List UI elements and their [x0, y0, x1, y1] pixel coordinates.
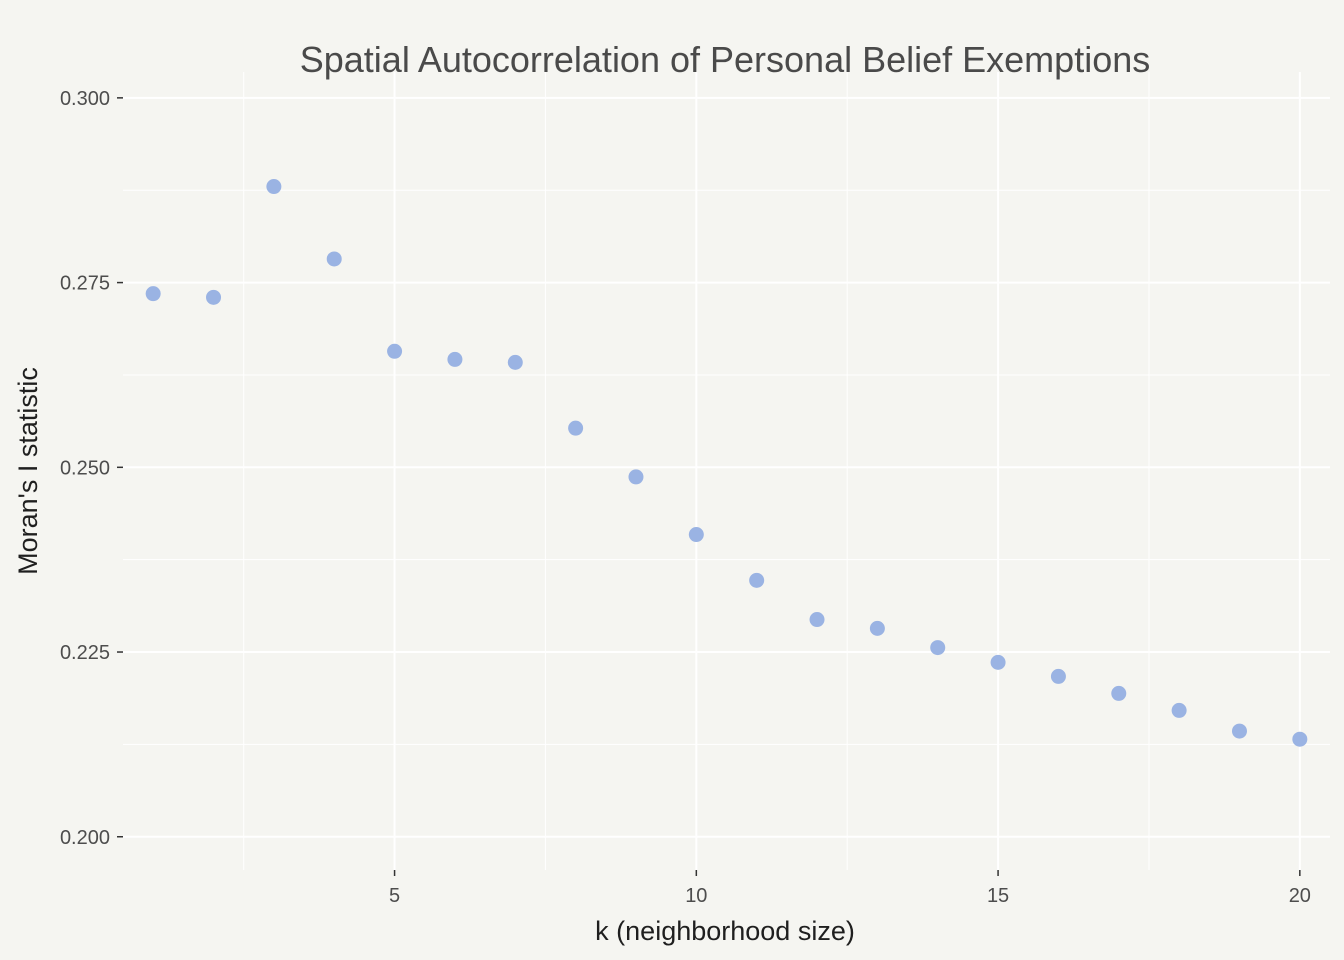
- data-point: [809, 612, 825, 628]
- x-axis-label: k (neighborhood size): [595, 916, 855, 946]
- data-point: [869, 620, 885, 636]
- data-point: [507, 354, 523, 370]
- y-axis-label: Moran's I statistic: [13, 367, 43, 575]
- chart-title: Spatial Autocorrelation of Personal Beli…: [300, 39, 1150, 80]
- data-point: [1050, 668, 1066, 684]
- data-point: [749, 572, 765, 588]
- data-point: [266, 179, 282, 195]
- data-point: [145, 286, 161, 302]
- data-point: [206, 289, 222, 305]
- x-tick-label: 10: [685, 885, 707, 907]
- data-point: [1231, 723, 1247, 739]
- y-tick-label: 0.250: [60, 457, 110, 479]
- data-point: [930, 640, 946, 656]
- x-tick-label: 5: [389, 885, 400, 907]
- data-point: [1292, 731, 1308, 747]
- y-tick-label: 0.225: [60, 642, 110, 664]
- data-point: [387, 343, 403, 359]
- major-gridlines: [123, 72, 1330, 870]
- data-point: [1171, 702, 1187, 718]
- x-tick-label: 15: [987, 885, 1009, 907]
- data-point: [568, 420, 584, 436]
- data-point: [688, 527, 704, 543]
- data-point: [628, 469, 644, 485]
- data-point: [326, 251, 342, 267]
- data-point: [990, 654, 1006, 670]
- x-tick-label: 20: [1289, 885, 1311, 907]
- y-tick-label: 0.275: [60, 273, 110, 295]
- axis-ticks: 5 10 15 20 0.200 0.225 0.250 0.275 0.300: [60, 88, 1311, 907]
- data-point: [447, 351, 463, 367]
- data-point: [1111, 685, 1127, 701]
- data-points: [145, 179, 1308, 747]
- y-tick-label: 0.200: [60, 827, 110, 849]
- y-tick-label: 0.300: [60, 88, 110, 110]
- minor-gridlines: [123, 72, 1330, 870]
